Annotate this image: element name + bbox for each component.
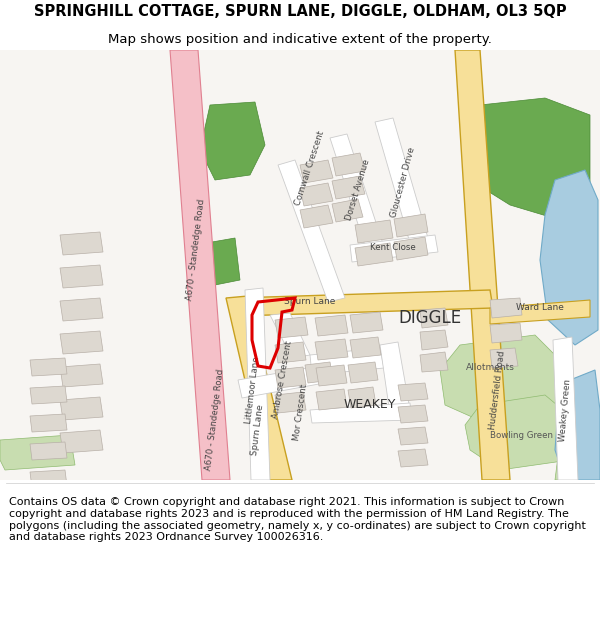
Polygon shape: [310, 348, 384, 375]
Polygon shape: [490, 323, 522, 343]
Polygon shape: [30, 386, 67, 404]
Text: SPRINGHILL COTTAGE, SPURN LANE, DIGGLE, OLDHAM, OL3 5QP: SPRINGHILL COTTAGE, SPURN LANE, DIGGLE, …: [34, 4, 566, 19]
Polygon shape: [30, 358, 67, 376]
Text: DIGGLE: DIGGLE: [398, 309, 461, 327]
Polygon shape: [350, 337, 381, 358]
Polygon shape: [300, 205, 333, 228]
Polygon shape: [455, 50, 510, 480]
Polygon shape: [394, 237, 428, 260]
Text: Gloucester Drive: Gloucester Drive: [389, 146, 417, 218]
Polygon shape: [275, 342, 306, 363]
Polygon shape: [420, 330, 448, 350]
Polygon shape: [60, 364, 103, 387]
Text: Weakey Green: Weakey Green: [558, 378, 572, 442]
Polygon shape: [30, 470, 67, 488]
Text: A670 - Standedge Road: A670 - Standedge Road: [205, 369, 226, 471]
Text: Spurn Lane: Spurn Lane: [250, 404, 266, 456]
Text: Kent Close: Kent Close: [370, 242, 416, 251]
Polygon shape: [170, 50, 230, 480]
Polygon shape: [270, 313, 310, 358]
Text: Ambrose Crescent: Ambrose Crescent: [271, 341, 293, 419]
Polygon shape: [355, 220, 393, 243]
Polygon shape: [555, 370, 600, 480]
Text: Dorset Avenue: Dorset Avenue: [344, 158, 371, 222]
Text: A670 - Standedge Road: A670 - Standedge Road: [185, 199, 206, 301]
Polygon shape: [238, 365, 330, 398]
Polygon shape: [555, 435, 590, 480]
Polygon shape: [350, 312, 383, 333]
Polygon shape: [235, 290, 493, 316]
Polygon shape: [245, 288, 270, 480]
Text: Contains OS data © Crown copyright and database right 2021. This information is : Contains OS data © Crown copyright and d…: [9, 498, 586, 542]
Polygon shape: [30, 442, 67, 460]
Text: Map shows position and indicative extent of the property.: Map shows position and indicative extent…: [108, 32, 492, 46]
Polygon shape: [60, 265, 103, 288]
Polygon shape: [490, 300, 590, 324]
Polygon shape: [355, 243, 393, 266]
Polygon shape: [420, 308, 448, 328]
Polygon shape: [465, 395, 575, 470]
Polygon shape: [60, 298, 103, 321]
Polygon shape: [380, 342, 410, 414]
Polygon shape: [420, 352, 448, 372]
Polygon shape: [195, 238, 240, 288]
Polygon shape: [398, 405, 428, 423]
Polygon shape: [332, 153, 365, 176]
Polygon shape: [300, 183, 333, 206]
Polygon shape: [540, 170, 598, 345]
Polygon shape: [300, 160, 333, 183]
Text: Huddersfield Road: Huddersfield Road: [488, 350, 506, 430]
Text: Allotments: Allotments: [466, 364, 514, 372]
Polygon shape: [490, 298, 522, 318]
Polygon shape: [60, 430, 103, 453]
Polygon shape: [440, 335, 560, 425]
Polygon shape: [60, 397, 103, 420]
Polygon shape: [398, 383, 428, 401]
Polygon shape: [200, 102, 265, 180]
Polygon shape: [305, 362, 333, 383]
Polygon shape: [553, 337, 578, 480]
Text: Bowling Green: Bowling Green: [491, 431, 554, 439]
Polygon shape: [394, 214, 428, 237]
Polygon shape: [462, 98, 590, 220]
Polygon shape: [60, 232, 103, 255]
Polygon shape: [332, 199, 363, 222]
Polygon shape: [30, 414, 67, 432]
Polygon shape: [275, 317, 308, 338]
Polygon shape: [348, 362, 378, 383]
Text: Ward Lane: Ward Lane: [516, 304, 564, 312]
Polygon shape: [350, 235, 438, 262]
Text: Cornwall Crescent: Cornwall Crescent: [293, 129, 326, 206]
Polygon shape: [348, 387, 376, 408]
Polygon shape: [315, 339, 348, 360]
Polygon shape: [275, 367, 306, 388]
Text: Littlemoor Lane: Littlemoor Lane: [244, 356, 262, 424]
Polygon shape: [275, 392, 306, 413]
Polygon shape: [316, 365, 347, 386]
Polygon shape: [398, 427, 428, 445]
Polygon shape: [310, 403, 412, 423]
Polygon shape: [316, 389, 347, 410]
Polygon shape: [0, 435, 75, 470]
Polygon shape: [375, 118, 430, 250]
Text: Mor Crescent: Mor Crescent: [292, 383, 308, 441]
Polygon shape: [226, 296, 292, 480]
Polygon shape: [315, 315, 348, 336]
Text: WEAKEY: WEAKEY: [344, 399, 396, 411]
Polygon shape: [278, 160, 345, 302]
Polygon shape: [332, 176, 365, 199]
Polygon shape: [330, 134, 385, 255]
Polygon shape: [60, 331, 103, 354]
Polygon shape: [398, 449, 428, 467]
Polygon shape: [490, 348, 518, 368]
Text: Spurn Lane: Spurn Lane: [284, 298, 335, 306]
